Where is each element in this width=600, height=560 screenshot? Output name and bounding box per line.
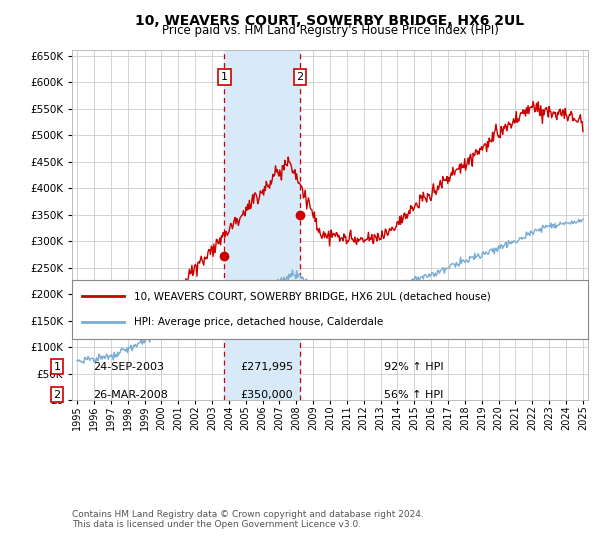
Text: 2: 2 [53, 390, 61, 400]
Text: 26-MAR-2008: 26-MAR-2008 [93, 390, 168, 400]
Text: 10, WEAVERS COURT, SOWERBY BRIDGE, HX6 2UL (detached house): 10, WEAVERS COURT, SOWERBY BRIDGE, HX6 2… [134, 291, 491, 301]
Text: HPI: Average price, detached house, Calderdale: HPI: Average price, detached house, Cald… [134, 318, 383, 328]
Text: £271,995: £271,995 [240, 362, 293, 372]
Text: Contains HM Land Registry data © Crown copyright and database right 2024.
This d: Contains HM Land Registry data © Crown c… [72, 510, 424, 529]
Text: 2: 2 [296, 72, 304, 82]
Bar [224, 50, 300, 400]
Text: 10, WEAVERS COURT, SOWERBY BRIDGE, HX6 2UL: 10, WEAVERS COURT, SOWERBY BRIDGE, HX6 2… [136, 14, 524, 28]
Text: 1: 1 [53, 362, 61, 372]
Text: 1: 1 [221, 72, 228, 82]
Text: 92% ↑ HPI: 92% ↑ HPI [384, 362, 443, 372]
Text: £350,000: £350,000 [240, 390, 293, 400]
Text: 56% ↑ HPI: 56% ↑ HPI [384, 390, 443, 400]
Text: 24-SEP-2003: 24-SEP-2003 [93, 362, 164, 372]
Text: Price paid vs. HM Land Registry's House Price Index (HPI): Price paid vs. HM Land Registry's House … [161, 24, 499, 37]
